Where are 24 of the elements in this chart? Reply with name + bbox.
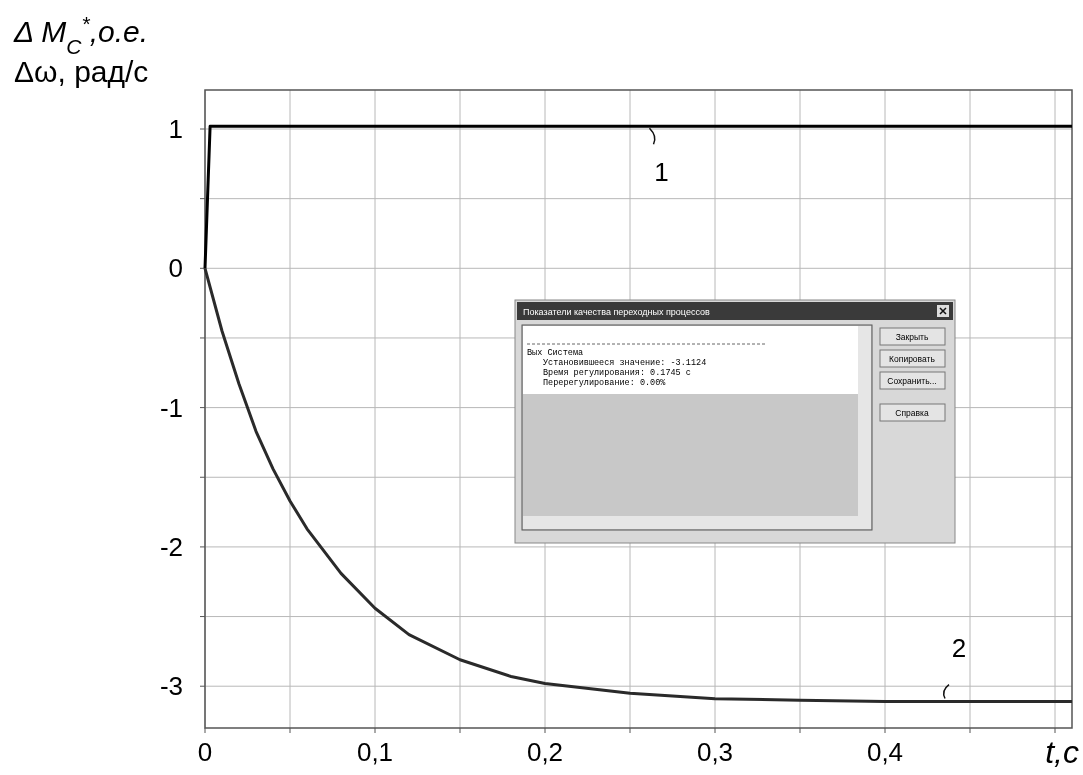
annotation: 1 [654, 157, 669, 188]
x-tick-label: 0,1 [356, 737, 394, 767]
annotation: Сохранить... [887, 376, 937, 386]
annotation: Копировать [889, 354, 936, 364]
x-tick-label: 0 [197, 737, 213, 767]
y-tick-label: 0 [168, 253, 183, 284]
y-tick-label: -3 [159, 671, 183, 702]
x-axis-title: t,c [1045, 734, 1079, 770]
y-axis-title: Δ M$_{C}$$^{*}$,о.е. Δω, рад/с [13, 11, 149, 88]
x-tick-label: 0,4 [866, 737, 904, 767]
annotation: Показатели качества переходных процессов [523, 307, 711, 317]
y-tick-label: 1 [168, 114, 183, 144]
annotation: 2 [951, 632, 967, 663]
annotation: Закрыть [895, 332, 929, 342]
line-series [203, 266, 1074, 704]
x-tick-label: 0,2 [526, 737, 564, 767]
annotation: Вых Система [527, 348, 584, 358]
y-tick-label: -2 [159, 531, 183, 562]
annotation: Справка [895, 408, 929, 418]
x-tick-label: 0,3 [696, 737, 734, 767]
annotation: Перерегулирование: 0.00% [543, 378, 667, 388]
annotation: Время регулирования: 0.1745 с [543, 368, 691, 378]
annotation: Установившееся значение: -3.1124 [543, 358, 707, 368]
y-tick-label: -1 [159, 392, 183, 423]
